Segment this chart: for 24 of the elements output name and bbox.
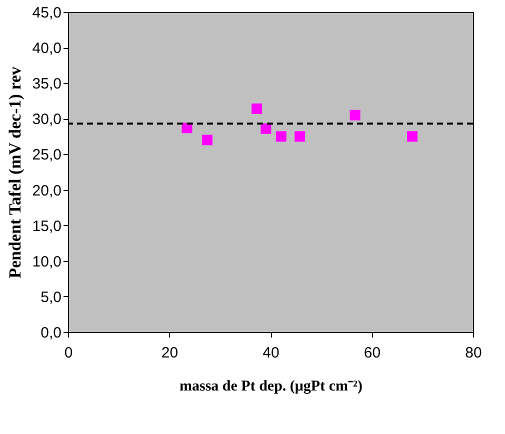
point — [252, 103, 262, 114]
y-axis-title: Pendent Tafel (mV dec-1) rev — [5, 66, 24, 278]
y-tick-label: 25,0 — [32, 146, 62, 164]
point — [260, 123, 272, 134]
x-axis-title: massa de Pt dep. (μgPt cm⁻²) — [180, 378, 362, 394]
y-tick-label: 10,0 — [32, 253, 62, 270]
x-tick-label: 60 — [364, 344, 381, 362]
y-tick-label: 30,0 — [32, 111, 62, 128]
point — [350, 110, 360, 120]
x-tick-label: 20 — [161, 344, 178, 362]
x-tick-label: 80 — [465, 344, 482, 362]
y-tick-label: 0,0 — [40, 324, 62, 342]
point — [202, 134, 212, 146]
y-tick-label: 20,0 — [32, 182, 62, 200]
point — [276, 131, 286, 142]
y-tick-label: 40,0 — [32, 40, 62, 58]
y-tick-label: 35,0 — [32, 76, 62, 93]
y-tick-label: 5,0 — [40, 288, 62, 306]
x-tick-label: 0 — [64, 344, 73, 362]
point — [407, 131, 418, 142]
y-tick-label: 15,0 — [32, 218, 62, 235]
x-tick-label: 40 — [262, 344, 280, 362]
y-tick-label: 45,0 — [32, 4, 62, 22]
point — [294, 131, 306, 142]
